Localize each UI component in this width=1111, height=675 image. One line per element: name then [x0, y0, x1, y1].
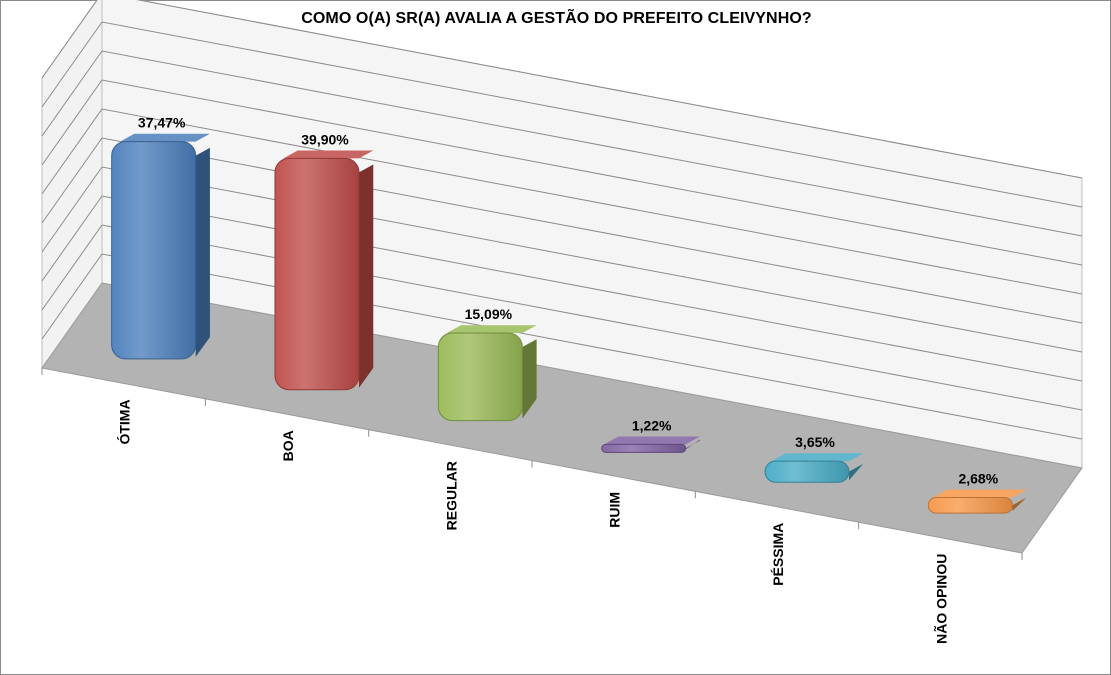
bar-top-face — [932, 489, 1027, 498]
bar-front-face — [437, 332, 523, 422]
category-label: NÃO OPINOU — [932, 554, 949, 644]
gridline — [41, 0, 1083, 179]
bar-side-face — [359, 164, 374, 388]
gridline — [41, 166, 1083, 353]
bar-side-face — [1012, 497, 1027, 512]
data-label: 15,09% — [465, 306, 513, 322]
data-label: 37,47% — [138, 115, 186, 131]
category-label: ÓTIMA — [116, 399, 133, 444]
bar — [601, 436, 700, 453]
gridline — [41, 137, 1083, 324]
category-label: REGULAR — [443, 461, 459, 530]
category-label: BOA — [280, 430, 296, 461]
bar — [111, 133, 210, 360]
bar-top-face — [446, 325, 537, 334]
bar-front-face — [601, 443, 687, 453]
bar-top-face — [604, 436, 700, 445]
bar-side-face — [685, 439, 700, 450]
bar — [437, 325, 537, 422]
gridline — [41, 224, 1083, 411]
bar-front-face — [927, 497, 1013, 514]
bar — [764, 453, 864, 483]
bar-front-face — [274, 157, 360, 391]
bar — [274, 150, 374, 391]
bar — [927, 489, 1027, 514]
bar-top-face — [120, 133, 210, 142]
data-label: 1,22% — [632, 417, 672, 433]
gridline — [41, 79, 1083, 266]
bar-side-face — [195, 147, 210, 357]
bar-front-face — [764, 460, 850, 483]
category-label: PÉSSIMA — [770, 523, 786, 586]
bar-top-face — [771, 453, 864, 462]
bar-side-face — [849, 463, 864, 481]
data-label: 39,90% — [301, 131, 349, 147]
chart-title: COMO O(A) SR(A) AVALIA A GESTÃO DO PREFE… — [301, 10, 812, 27]
gridline — [41, 195, 1083, 382]
gridline — [41, 21, 1083, 208]
gridline — [41, 50, 1083, 237]
data-label: 2,68% — [958, 471, 998, 487]
gridline — [41, 108, 1083, 295]
category-label: RUIM — [607, 492, 623, 528]
bar-side-face — [522, 339, 537, 419]
bar-top-face — [283, 150, 374, 159]
gridline — [41, 253, 1083, 440]
data-label: 3,65% — [795, 434, 835, 450]
bar-front-face — [111, 141, 197, 360]
